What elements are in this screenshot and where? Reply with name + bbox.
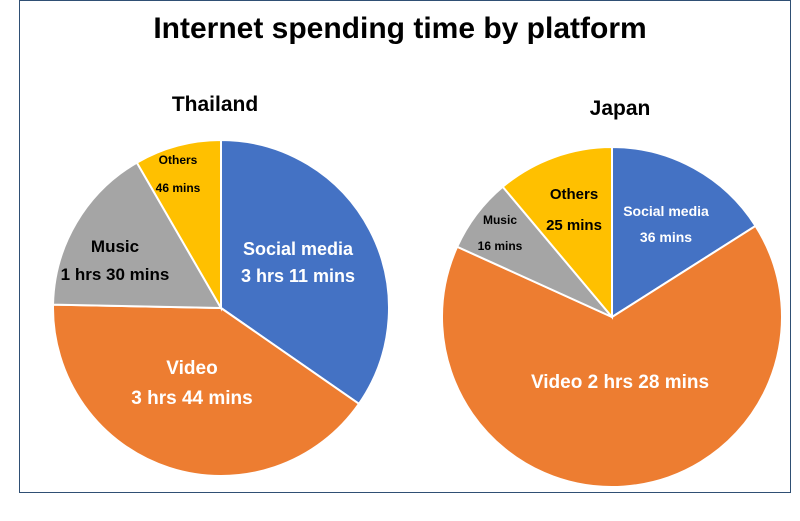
slice-label-thailand-music: Music 1 hrs 30 mins: [61, 237, 170, 284]
slice-japan-others: [501, 145, 613, 320]
pie-thailand: Thailand Social media 3 hrs 11 mins Video 3 …: [52, 93, 390, 477]
chart-title: Internet spending time by platform: [153, 12, 647, 45]
pie-japan: Japan Social media 36 mins Video 2 hrs 28 m…: [441, 97, 783, 488]
slice-label-japan-social-media: Social media 36 mins: [623, 203, 709, 245]
slice-label-japan-others: Others 25 mins: [546, 186, 602, 234]
slice-label-japan-video: Video 2 hrs 28 mins: [531, 372, 709, 393]
slice-thailand-others: [135, 138, 222, 312]
slice-thailand-music: [52, 161, 223, 310]
slice-label-thailand-social-media: Social media 3 hrs 11 mins: [241, 239, 355, 286]
slice-label-japan-music: Music 16 mins: [478, 213, 523, 253]
slice-japan-social-media: [611, 145, 757, 319]
slice-label-thailand-video: Video 3 hrs 44 mins: [131, 358, 252, 409]
slice-label-thailand-others: Others 46 mins: [156, 153, 201, 195]
slice-thailand-video: [52, 303, 361, 477]
pie-title-japan: Japan: [590, 97, 651, 120]
pie-title-thailand: Thailand: [172, 93, 258, 116]
slice-thailand-social-media: [220, 138, 390, 406]
slice-japan-video: [441, 224, 783, 488]
